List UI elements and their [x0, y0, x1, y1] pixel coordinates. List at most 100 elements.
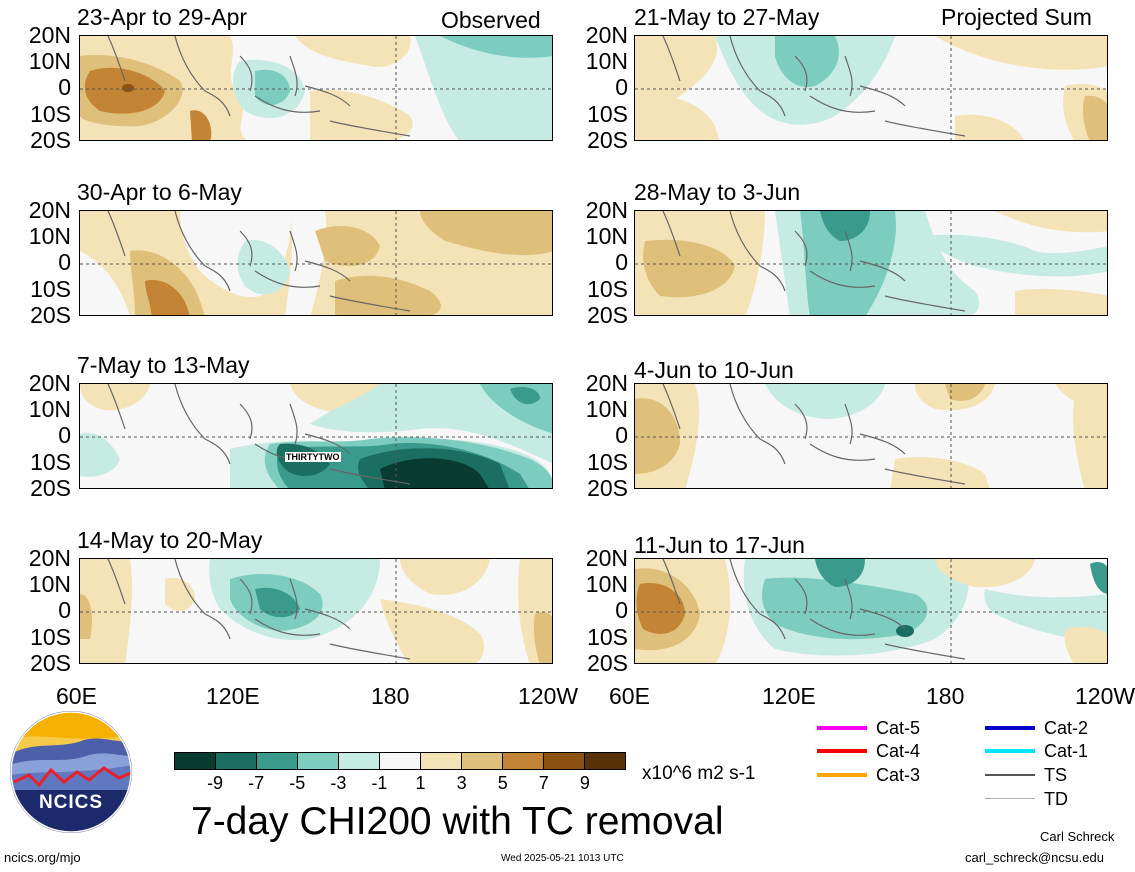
- colorbar-segment: [338, 753, 379, 769]
- lat-label-left-1-0: 20N: [28, 22, 71, 48]
- lat-label-right-4-2: 0: [615, 597, 628, 623]
- lat-label-left-3-3: 10S: [30, 449, 71, 475]
- colorbar-segment: [420, 753, 461, 769]
- lat-label-right-1-2: 0: [615, 74, 628, 100]
- coastline: [107, 36, 411, 137]
- lat-label-left-4-0: 20N: [28, 545, 71, 571]
- panel-title-left-1: 23-Apr to 29-Apr: [77, 4, 248, 30]
- coastline: [662, 36, 966, 137]
- lat-label-right-1-3: 10S: [587, 101, 628, 127]
- lon-label-left-4: 120W: [518, 683, 579, 709]
- observed-label: Observed: [441, 7, 541, 33]
- lat-label-right-1-0: 20N: [585, 22, 628, 48]
- lon-label-right-1: 60E: [609, 683, 650, 709]
- lat-label-left-3-4: 20S: [30, 475, 71, 501]
- coastline: [107, 384, 411, 485]
- lon-label-left-3: 180: [371, 683, 410, 709]
- coastline: [662, 559, 966, 660]
- map-panel-left-4: [79, 558, 553, 664]
- ncics-logo: NCICS: [9, 710, 133, 834]
- map-panel-right-2: [634, 210, 1108, 316]
- lat-label-right-1-1: 10N: [585, 48, 628, 74]
- lat-label-right-4-0: 20N: [585, 545, 628, 571]
- lat-label-right-2-4: 20S: [587, 302, 628, 328]
- panel-title-right-2: 28-May to 3-Jun: [634, 179, 801, 205]
- colorbar-tick-label: 3: [456, 773, 467, 793]
- panel-title-left-3: 7-May to 13-May: [77, 352, 250, 378]
- lat-label-right-3-0: 20N: [585, 370, 628, 396]
- lon-label-right-3: 180: [926, 683, 965, 709]
- panel-title-left-4: 14-May to 20-May: [77, 527, 263, 553]
- colorbar-tick-label: 5: [497, 773, 508, 793]
- colorbar-segment: [175, 753, 215, 769]
- coastline: [107, 211, 411, 312]
- lat-label-right-2-1: 10N: [585, 223, 628, 249]
- legend-swatch-cat1: [985, 749, 1035, 753]
- lat-label-left-4-1: 10N: [28, 571, 71, 597]
- lat-label-right-3-3: 10S: [587, 449, 628, 475]
- legend-label-cat5: Cat-5: [876, 718, 921, 738]
- lat-label-right-2-0: 20N: [585, 197, 628, 223]
- colorbar-segment: [584, 753, 625, 769]
- legend-label-ts: TS: [1044, 765, 1068, 785]
- footer-email: carl_schreck@ncsu.edu: [965, 850, 1104, 865]
- lat-label-left-3-1: 10N: [28, 396, 71, 422]
- colorbar-segment: [379, 753, 420, 769]
- map-panel-right-3: [634, 383, 1108, 489]
- colorbar: [174, 752, 626, 770]
- map-panel-left-1: [79, 35, 553, 141]
- footer-url: ncics.org/mjo: [4, 850, 81, 865]
- colorbar-segment: [215, 753, 256, 769]
- lat-label-left-2-3: 10S: [30, 276, 71, 302]
- lat-label-left-4-4: 20S: [30, 650, 71, 676]
- main-title: 7-day CHI200 with TC removal: [191, 800, 724, 843]
- legend-swatch-cat3: [817, 773, 867, 777]
- legend-label-cat2: Cat-2: [1044, 718, 1089, 738]
- projected-sum-label: Projected Sum: [941, 4, 1092, 30]
- lat-label-right-3-4: 20S: [587, 475, 628, 501]
- legend-label-cat3: Cat-3: [876, 765, 921, 785]
- colorbar-tick-label: 1: [415, 773, 426, 793]
- colorbar-tick-label: -9: [207, 773, 224, 793]
- legend-label-td: TD: [1044, 789, 1068, 809]
- lat-label-right-3-2: 0: [615, 422, 628, 448]
- legend-swatch-cat4: [817, 749, 867, 753]
- colorbar-tick-label: -7: [248, 773, 265, 793]
- map-panel-right-1: [634, 35, 1108, 141]
- lon-label-right-2: 120E: [762, 683, 816, 709]
- lat-label-left-2-0: 20N: [28, 197, 71, 223]
- colorbar-segment: [297, 753, 338, 769]
- colorbar-segment: [256, 753, 297, 769]
- lon-label-left-1: 60E: [56, 683, 97, 709]
- coastline: [662, 211, 966, 312]
- legend-swatch-cat5: [817, 726, 867, 730]
- lat-label-left-1-1: 10N: [28, 48, 71, 74]
- lat-label-left-3-2: 0: [58, 422, 71, 448]
- coastline: [107, 559, 411, 660]
- legend-label-cat4: Cat-4: [876, 741, 921, 761]
- panel-title-left-2: 30-Apr to 6-May: [77, 179, 242, 205]
- lon-label-right-4: 120W: [1075, 684, 1135, 708]
- colorbar-segment: [461, 753, 502, 769]
- logo-text: NCICS: [38, 792, 104, 813]
- lat-label-left-2-1: 10N: [28, 223, 71, 249]
- legend-swatch-ts: [985, 774, 1035, 776]
- legend-swatch-td: [985, 798, 1035, 799]
- colorbar-tick-label: 7: [538, 773, 549, 793]
- legend-label-cat1: Cat-1: [1044, 741, 1089, 761]
- lat-label-right-4-3: 10S: [587, 624, 628, 650]
- lat-label-left-1-4: 20S: [30, 127, 71, 153]
- lat-label-right-3-1: 10N: [585, 396, 628, 422]
- lat-label-right-4-1: 10N: [585, 571, 628, 597]
- panel-title-right-4: 11-Jun to 17-Jun: [634, 532, 805, 558]
- tc-storm-label: THIRTYTWO: [285, 452, 341, 462]
- colorbar-tick-label: -3: [330, 773, 347, 793]
- lat-label-right-1-4: 20S: [587, 127, 628, 153]
- lat-label-left-2-2: 0: [58, 249, 71, 275]
- map-panel-left-2: [79, 210, 553, 316]
- lat-label-right-4-4: 20S: [587, 650, 628, 676]
- panel-title-right-1: 21-May to 27-May: [634, 4, 820, 30]
- colorbar-units: x10^6 m2 s-1: [642, 763, 756, 784]
- lon-label-left-2: 120E: [206, 683, 260, 709]
- lat-label-right-2-2: 0: [615, 249, 628, 275]
